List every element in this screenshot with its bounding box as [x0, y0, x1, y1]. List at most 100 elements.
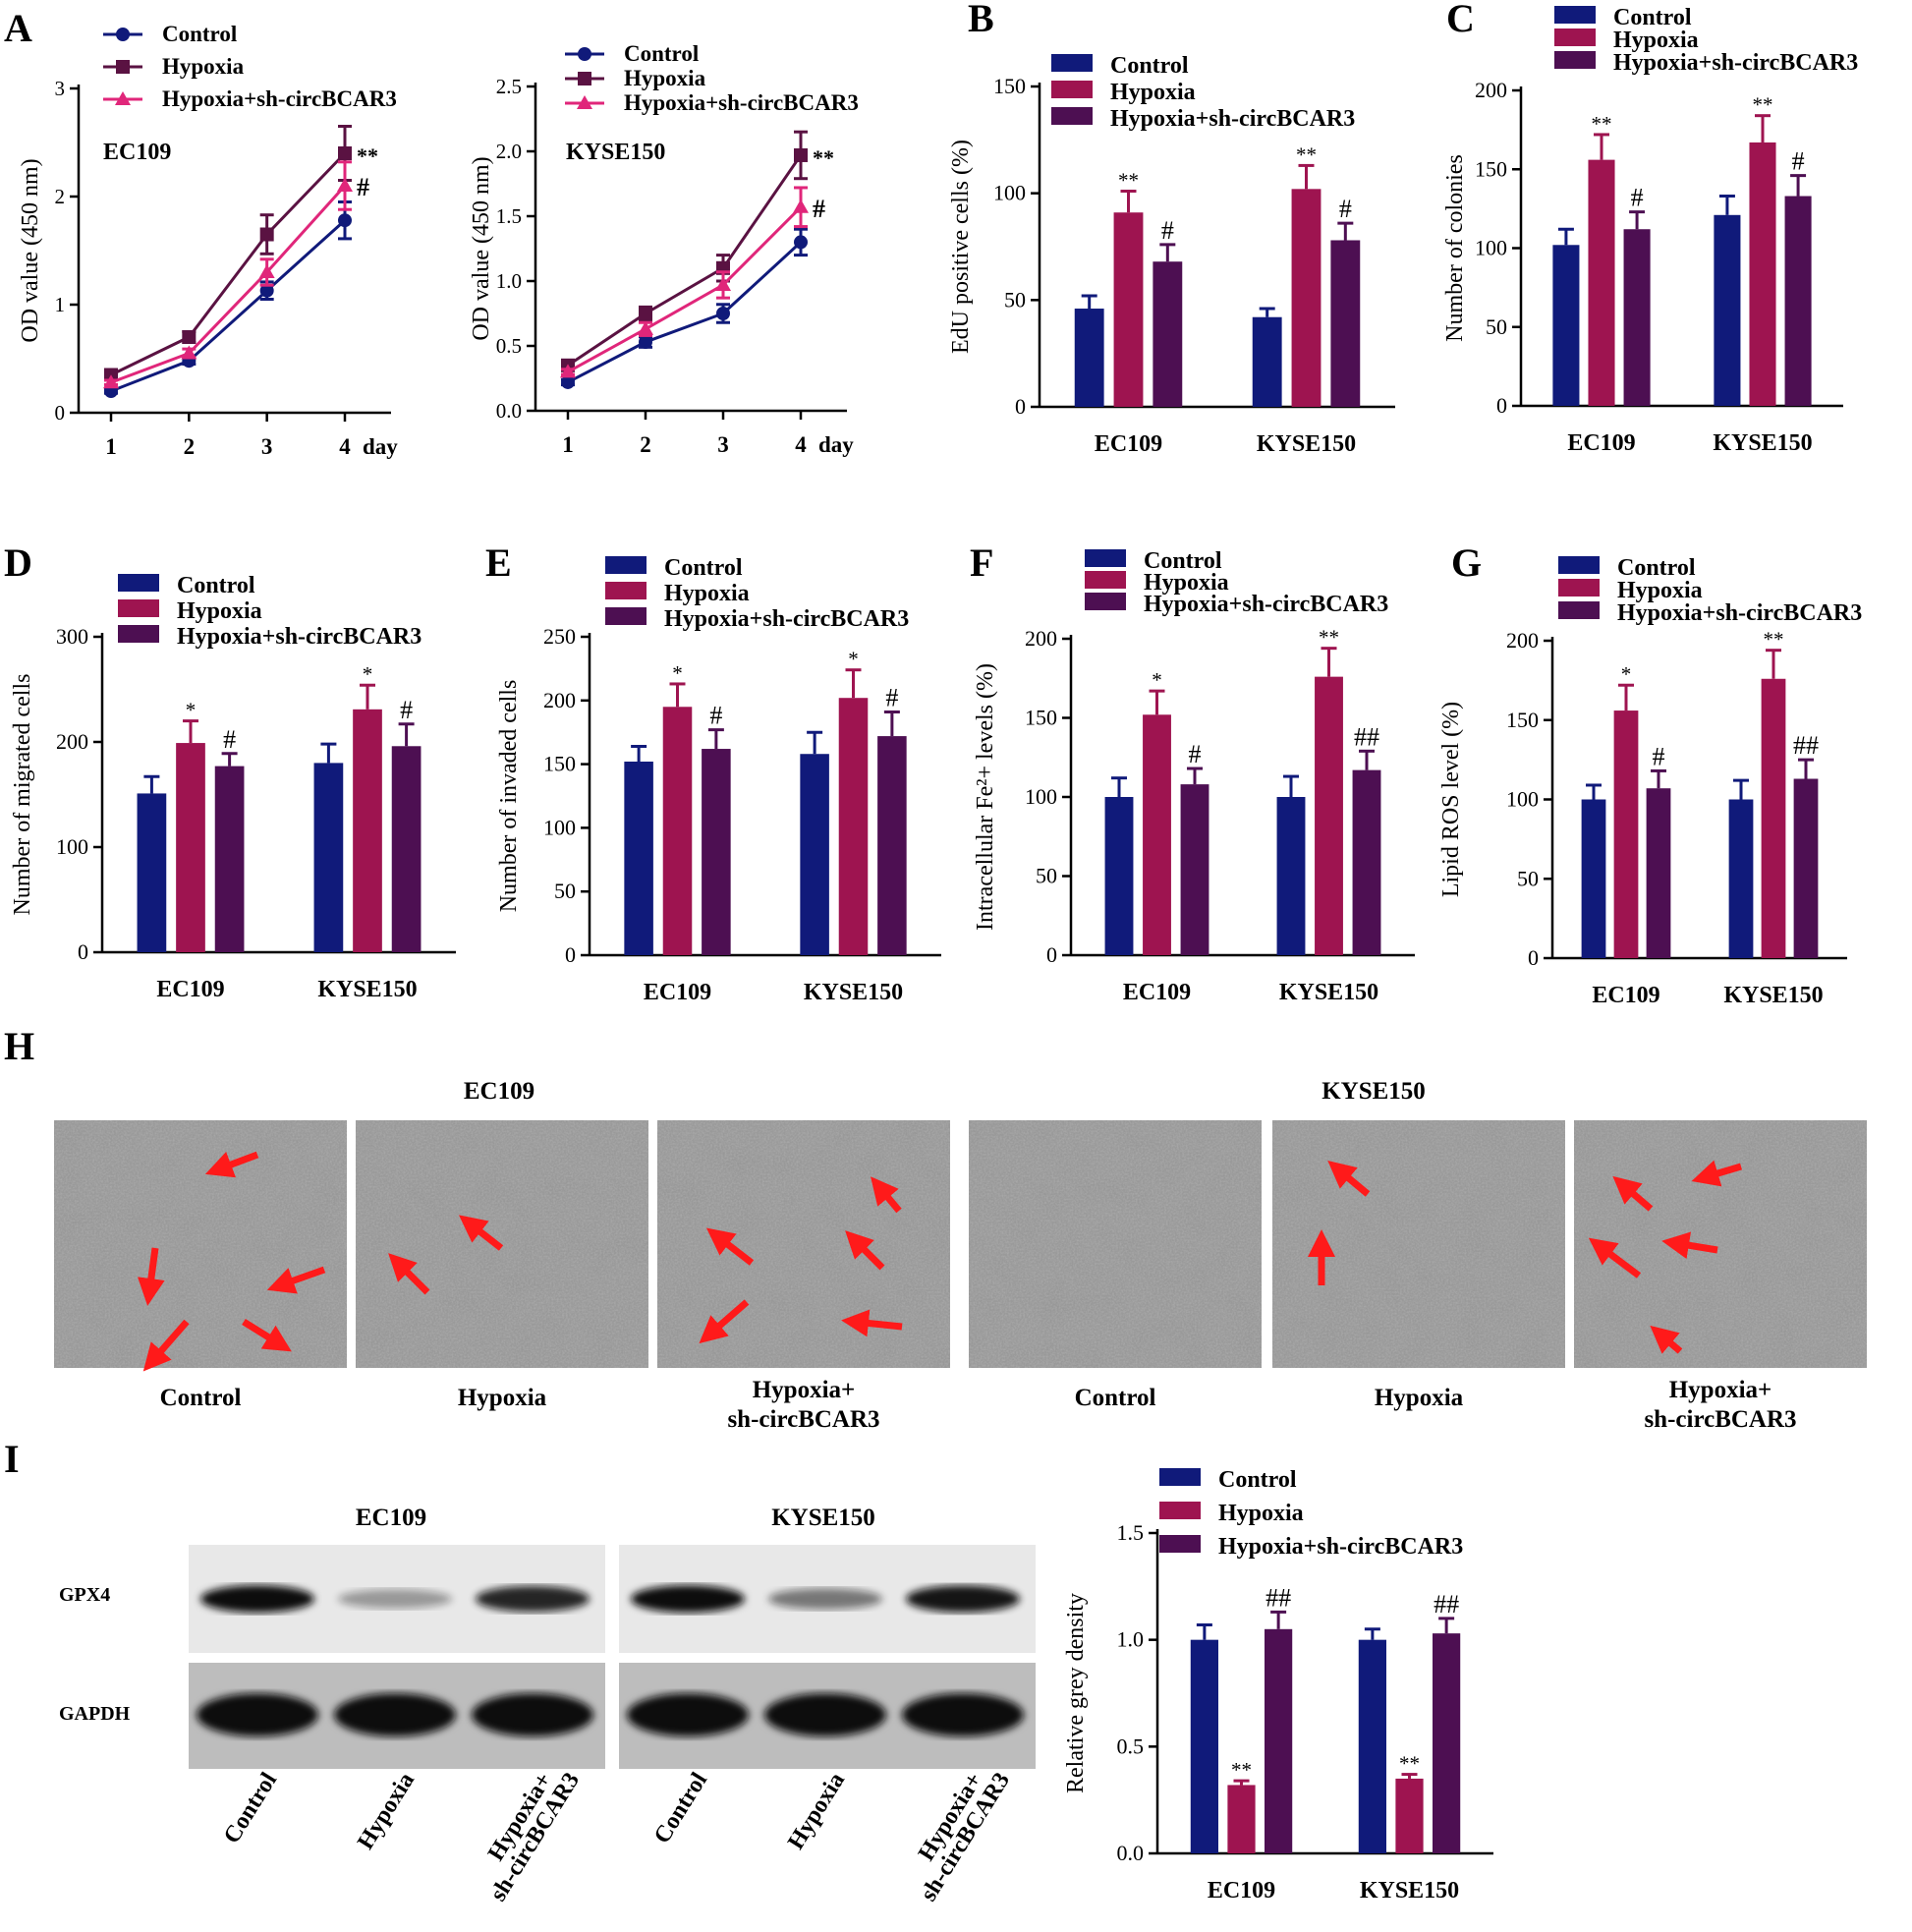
red-arrow [1691, 1160, 1742, 1187]
red-arrow [841, 1309, 903, 1337]
bar-hypoxia [1761, 678, 1786, 958]
blot-row-gpx4: GPX4 [59, 1584, 110, 1606]
y-tick-label: 2.0 [496, 140, 522, 163]
legend-label-control: Control [1218, 1467, 1297, 1493]
gpx4-band [631, 1585, 745, 1613]
series-line-hypoxia-sh-circbcar3 [110, 184, 347, 384]
red-arrow [142, 1319, 190, 1372]
y-tick-label: 100 [1475, 236, 1507, 260]
significance-mark: ** [1592, 112, 1612, 136]
legend-label-hypoxia: Hypoxia [177, 598, 262, 624]
legend-label-hypoxia-sh-circbcar3: Hypoxia+sh-circBCAR3 [177, 624, 422, 650]
gpx4-band [906, 1585, 1020, 1613]
legend-marker [115, 91, 131, 105]
x-tick-label: 3 [717, 432, 729, 457]
red-arrow [1650, 1325, 1683, 1354]
legend-label-control: Control [664, 555, 743, 581]
y-tick-label: 200 [1025, 626, 1057, 651]
significance-mark: ** [357, 143, 378, 168]
x-tick-label: 4 [339, 434, 351, 459]
y-tick-label: 50 [1486, 314, 1507, 339]
legend-label-control: Control [162, 22, 237, 46]
x-tick-label: 3 [261, 434, 273, 459]
legend-label-control: Control [1617, 555, 1696, 581]
legend-swatch [1051, 54, 1093, 72]
legend-swatch [1085, 571, 1126, 589]
y-tick-label: 200 [56, 729, 88, 754]
x-tick-label: 4 [795, 432, 807, 457]
legend-swatch [1159, 1535, 1201, 1553]
significance-mark: ** [1319, 626, 1339, 650]
significance-mark: # [223, 725, 236, 754]
bar-hypoxia [1143, 714, 1171, 955]
data-point [794, 235, 808, 250]
y-axis-label: Number of colonies [1442, 154, 1468, 342]
y-tick-label: 0 [1496, 393, 1507, 418]
micrograph-noise [969, 1120, 1262, 1368]
lane-label-hypoxia: Hypoxia [353, 1768, 420, 1853]
x-tick-label: KYSE150 [804, 980, 903, 1005]
significance-mark: * [1152, 668, 1162, 692]
legend-swatch [1085, 593, 1126, 610]
y-tick-label: 0.5 [496, 334, 522, 358]
significance-mark: ** [1753, 93, 1773, 117]
y-tick-label: 0 [565, 942, 576, 967]
chart-annotation: KYSE150 [566, 140, 665, 165]
data-point [181, 345, 197, 360]
panel-letter-h: H [4, 1024, 34, 1068]
bar-hypoxia-sh-circbcar3 [1265, 1628, 1293, 1853]
data-point [639, 335, 652, 350]
legend-label-hypoxia: Hypoxia [1110, 80, 1196, 105]
y-tick-label: 1.5 [496, 204, 522, 228]
significance-mark: ## [1265, 1583, 1291, 1612]
legend-label-hypoxia-sh-circbcar3: Hypoxia+sh-circBCAR3 [1218, 1534, 1463, 1560]
chart-e-invaded: 0 50 100 150 200 250 Number of invaded cells Co… [496, 555, 941, 1005]
bar-hypoxia-sh-circbcar3 [877, 736, 907, 955]
y-tick-label: 0 [55, 401, 66, 425]
significance-mark: # [885, 683, 898, 711]
significance-mark: # [357, 173, 369, 201]
y-tick-label: 150 [1025, 706, 1057, 730]
significance-mark: * [848, 648, 859, 671]
y-tick-label: 150 [1506, 708, 1539, 732]
significance-mark: * [1621, 662, 1632, 686]
y-axis-label: OD value (450 nm) [469, 156, 494, 340]
micrograph-3 [657, 1120, 950, 1368]
gpx4-band [476, 1585, 590, 1613]
y-tick-label: 2 [55, 185, 66, 208]
bar-hypoxia [662, 707, 693, 955]
panel-letter-d: D [4, 540, 32, 585]
significance-mark: * [672, 661, 683, 685]
red-arrow [242, 1319, 292, 1352]
legend-swatch [1558, 579, 1600, 597]
y-tick-label: 100 [1506, 787, 1539, 812]
gapdh-band [764, 1693, 886, 1736]
x-tick-label: 2 [640, 432, 651, 457]
gapdh-band [472, 1693, 593, 1736]
chart-i-grey-density: 0.0 0.5 1.0 1.5 Relative grey density Control… [1063, 1467, 1493, 1904]
bar-hypoxia [1613, 710, 1639, 958]
micrograph-noise [1272, 1120, 1565, 1368]
legend-label-control: Control [624, 41, 699, 66]
y-tick-label: 0.0 [1117, 1841, 1145, 1865]
significance-mark: # [1189, 740, 1202, 768]
y-tick-label: 300 [56, 624, 88, 649]
significance-mark: ** [1118, 168, 1139, 192]
micrograph-5 [1272, 1120, 1565, 1368]
legend-marker [116, 28, 130, 41]
x-axis-unit: day [363, 434, 398, 459]
bar-hypoxia [838, 698, 869, 955]
panel-i-western-blot: EC109 KYSE150 GPX4 GAPDH Control Hypoxia H… [59, 1505, 1036, 1905]
legend-swatch [1554, 6, 1596, 24]
x-tick-label: KYSE150 [1360, 1878, 1459, 1904]
gpx4-band [338, 1589, 452, 1609]
y-tick-label: 0.5 [1117, 1733, 1145, 1758]
chart-a-kyse150: 0.0 0.5 1.0 1.5 2.0 2.5 OD value (450 nm) Contr… [469, 41, 859, 457]
red-arrow [204, 1151, 259, 1178]
blot-group-kyse150: KYSE150 [771, 1505, 875, 1531]
panel-letter-f: F [970, 540, 993, 585]
legend-marker [578, 47, 591, 61]
red-arrow [1588, 1237, 1642, 1279]
